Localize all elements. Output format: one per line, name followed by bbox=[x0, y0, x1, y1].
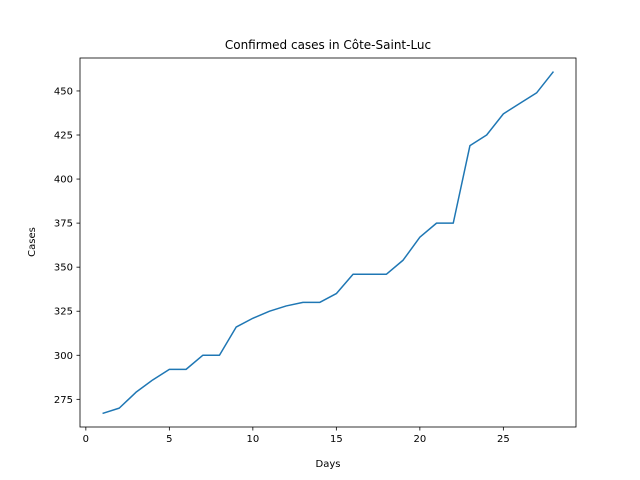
y-tick-label: 350 bbox=[54, 263, 73, 274]
y-axis-label: Cases bbox=[27, 227, 38, 257]
x-tick-label: 10 bbox=[246, 434, 259, 445]
x-tick-label: 15 bbox=[330, 434, 343, 445]
y-tick-label: 400 bbox=[54, 175, 73, 186]
x-tick-label: 0 bbox=[83, 434, 89, 445]
y-tick-label: 325 bbox=[54, 307, 73, 318]
x-axis-label: Days bbox=[316, 459, 341, 470]
y-axis-ticks: 275 300 325 350 375 400 425 450 bbox=[54, 86, 80, 406]
series-line bbox=[102, 71, 555, 415]
x-tick-label: 25 bbox=[497, 434, 510, 445]
x-tick-label: 5 bbox=[166, 434, 172, 445]
chart-title: Confirmed cases in Côte-Saint-Luc bbox=[225, 38, 431, 52]
y-tick-label: 450 bbox=[54, 86, 73, 97]
plot-frame bbox=[79, 57, 577, 428]
y-tick-label: 275 bbox=[54, 395, 73, 406]
y-tick-label: 375 bbox=[54, 219, 73, 230]
x-tick-label: 20 bbox=[413, 434, 426, 445]
plot-area bbox=[80, 58, 576, 427]
y-tick-label: 425 bbox=[54, 131, 73, 142]
x-axis-ticks: 0 5 10 15 20 25 bbox=[83, 427, 510, 445]
y-tick-label: 300 bbox=[54, 351, 73, 362]
